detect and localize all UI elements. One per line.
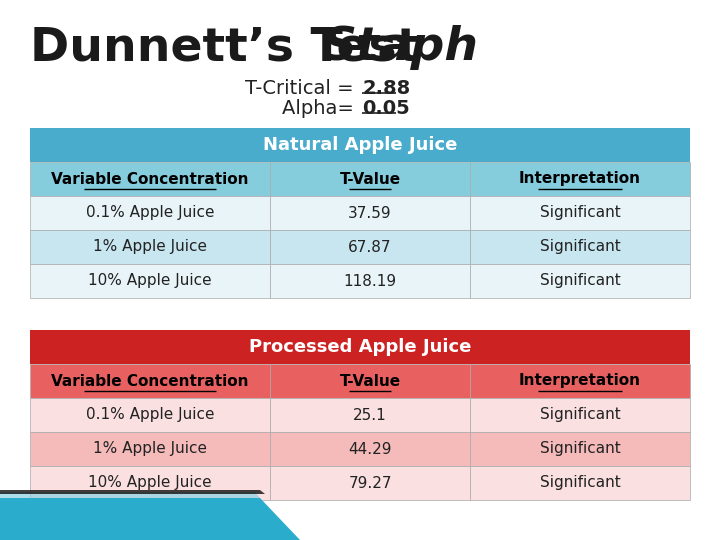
Text: Dunnett’s Test: Dunnett’s Test [30,25,436,71]
Text: Significant: Significant [539,240,621,254]
Text: 44.29: 44.29 [348,442,392,456]
FancyBboxPatch shape [470,162,690,196]
FancyBboxPatch shape [470,466,690,500]
FancyBboxPatch shape [270,466,470,500]
Text: Significant: Significant [539,206,621,220]
FancyBboxPatch shape [270,364,470,398]
FancyBboxPatch shape [30,264,270,298]
Text: 10% Apple Juice: 10% Apple Juice [88,476,212,490]
FancyBboxPatch shape [470,432,690,466]
Text: Staph: Staph [322,25,478,71]
FancyBboxPatch shape [470,398,690,432]
FancyBboxPatch shape [270,432,470,466]
Text: 37.59: 37.59 [348,206,392,220]
FancyBboxPatch shape [470,230,690,264]
Text: Significant: Significant [539,273,621,288]
Text: T-Value: T-Value [339,374,400,388]
FancyBboxPatch shape [30,128,690,162]
Text: Significant: Significant [539,476,621,490]
FancyBboxPatch shape [30,398,270,432]
FancyBboxPatch shape [30,162,270,196]
FancyBboxPatch shape [30,364,270,398]
Text: 79.27: 79.27 [348,476,392,490]
FancyBboxPatch shape [270,196,470,230]
FancyBboxPatch shape [30,230,270,264]
Polygon shape [0,498,300,540]
Text: Interpretation: Interpretation [519,172,641,186]
Text: 67.87: 67.87 [348,240,392,254]
Text: Variable Concentration: Variable Concentration [51,172,248,186]
Text: Interpretation: Interpretation [519,374,641,388]
FancyBboxPatch shape [30,466,270,500]
Text: T-Value: T-Value [339,172,400,186]
FancyBboxPatch shape [30,432,270,466]
Polygon shape [0,492,260,498]
Text: 25.1: 25.1 [353,408,387,422]
FancyBboxPatch shape [270,398,470,432]
FancyBboxPatch shape [270,230,470,264]
Polygon shape [0,490,265,494]
Text: 0.1% Apple Juice: 0.1% Apple Juice [86,206,215,220]
Text: 1% Apple Juice: 1% Apple Juice [93,442,207,456]
FancyBboxPatch shape [470,364,690,398]
FancyBboxPatch shape [270,162,470,196]
Text: Significant: Significant [539,408,621,422]
Text: 0.1% Apple Juice: 0.1% Apple Juice [86,408,215,422]
FancyBboxPatch shape [30,196,270,230]
Text: T-Critical =: T-Critical = [245,78,360,98]
Text: Significant: Significant [539,442,621,456]
Text: 1% Apple Juice: 1% Apple Juice [93,240,207,254]
Text: Alpha=: Alpha= [282,98,360,118]
FancyBboxPatch shape [270,264,470,298]
Text: Processed Apple Juice: Processed Apple Juice [249,338,471,356]
Text: 118.19: 118.19 [343,273,397,288]
FancyBboxPatch shape [470,264,690,298]
Text: 2.88: 2.88 [362,78,410,98]
Text: 10% Apple Juice: 10% Apple Juice [88,273,212,288]
FancyBboxPatch shape [470,196,690,230]
Text: Natural Apple Juice: Natural Apple Juice [263,136,457,154]
Text: Variable Concentration: Variable Concentration [51,374,248,388]
FancyBboxPatch shape [30,330,690,364]
Text: 0.05: 0.05 [362,98,410,118]
